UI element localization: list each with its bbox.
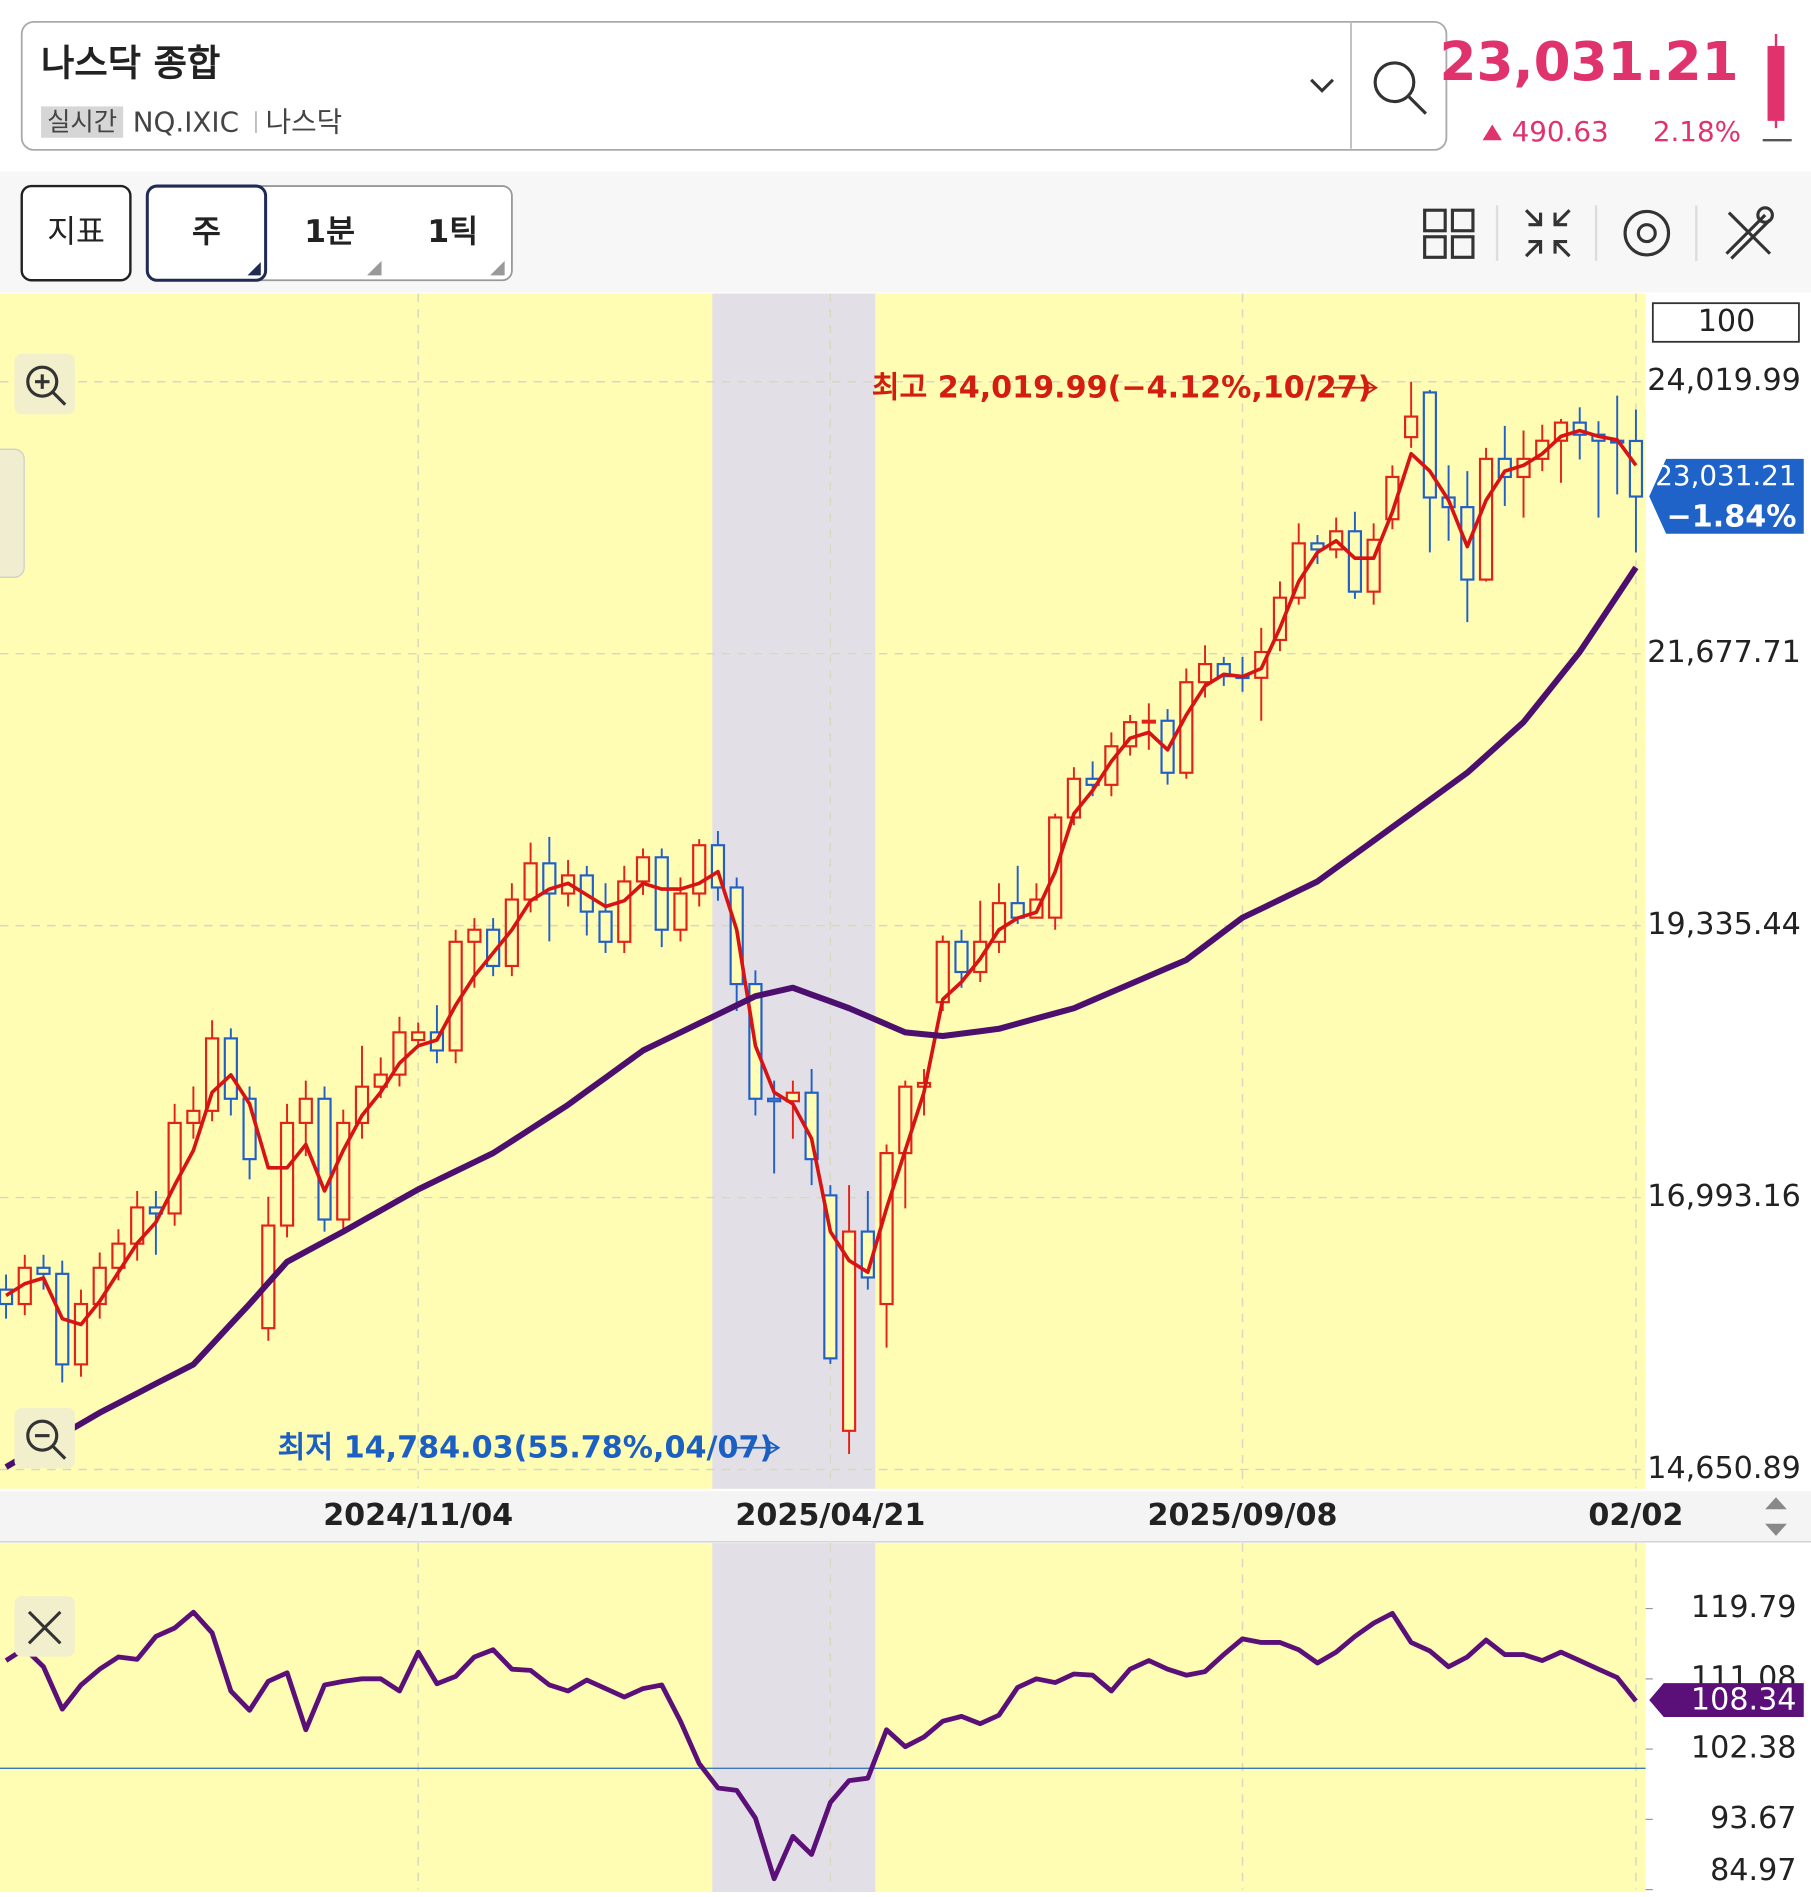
annotation-arrow <box>734 1440 781 1455</box>
candle-body <box>804 1091 819 1161</box>
period-button[interactable]: 1틱 <box>427 214 478 250</box>
stock-code: NQ.IXIC <box>133 105 239 138</box>
candle-body <box>392 1031 407 1076</box>
candle-body <box>841 1230 857 1432</box>
close-indicator[interactable] <box>14 1596 75 1657</box>
price-change: 490.63 <box>1512 115 1609 148</box>
plot: 14,650.89 16,993.16 19,335.44 21,677.71 24,0… <box>0 293 1801 1891</box>
candle-body <box>635 856 651 883</box>
candle-body <box>279 1121 295 1227</box>
candle-body <box>186 1109 201 1125</box>
candle-body <box>654 856 669 931</box>
candle-body <box>767 1097 782 1103</box>
zoom-out[interactable] <box>14 1407 75 1469</box>
candle-body <box>1403 415 1419 439</box>
y-tick-label: 102.38 <box>1691 1731 1797 1766</box>
candle-body <box>542 862 557 895</box>
indicator-line <box>4 1609 1638 1882</box>
settings-icon[interactable] <box>1623 209 1671 257</box>
period-button-selected[interactable] <box>145 184 268 282</box>
candle-body <box>1628 439 1644 498</box>
y-tick-label: 93.67 <box>1710 1801 1796 1836</box>
y-tick-label: 16,993.16 <box>1647 1179 1801 1214</box>
candle-body <box>785 1091 801 1103</box>
y-tick-label: 84.97 <box>1710 1853 1796 1888</box>
candle-body <box>1179 681 1194 774</box>
candle-body <box>411 1031 426 1042</box>
candle-body <box>167 1121 182 1215</box>
indicator-badge <box>1649 1683 1804 1717</box>
candle-body <box>36 1266 51 1275</box>
stock-title: 나스닥 종합 <box>41 41 220 84</box>
badge-bg <box>41 106 124 138</box>
button-label: 지표 <box>47 214 105 250</box>
candle-body <box>1422 391 1437 499</box>
high-annotation: 최고 24,019.99(−4.12%,10/27) <box>872 370 1372 405</box>
dropdown-arrow[interactable] <box>1310 78 1335 93</box>
candle-body <box>73 1302 89 1366</box>
candle-body <box>317 1097 332 1221</box>
candle-body <box>673 892 688 931</box>
y-tick-label: 19,335.44 <box>1647 907 1801 942</box>
y-tick-label: 14,650.89 <box>1647 1451 1801 1486</box>
scale-badge: 100 <box>1698 304 1756 339</box>
search-box[interactable] <box>20 20 1448 151</box>
moving-average <box>4 565 1639 1470</box>
indicator-value: 108.34 <box>1691 1682 1797 1717</box>
candle-body <box>504 898 519 968</box>
x-tick-label: 2025/04/21 <box>735 1498 925 1533</box>
search-button[interactable] <box>1373 61 1427 115</box>
date-axis-bg <box>0 1491 1811 1542</box>
up-arrow <box>1482 124 1502 141</box>
candle-body <box>467 928 482 943</box>
button-label: 주 <box>192 214 221 250</box>
y-tick-label: 21,677.71 <box>1647 635 1801 670</box>
candle-body <box>336 1121 351 1221</box>
candle-body <box>1141 719 1156 724</box>
y-tick-label: 24,019.99 <box>1647 363 1801 398</box>
candle-body <box>1347 530 1363 593</box>
candle-body <box>1197 663 1213 684</box>
candle-body <box>204 1037 220 1112</box>
low-annotation: 최저 14,784.03(55.78%,04/07) <box>278 1430 774 1465</box>
change-percent: 2.18% <box>1653 115 1741 148</box>
candle-body <box>598 910 613 943</box>
collapse-icon[interactable] <box>1524 209 1571 258</box>
x-tick-label: 02/02 <box>1588 1498 1683 1533</box>
highlight-band <box>712 1543 876 1893</box>
market-name: 나스닥 <box>266 105 343 138</box>
mini-candle <box>1762 33 1792 142</box>
annotation-arrow <box>1332 380 1379 395</box>
candle-body <box>1272 596 1288 642</box>
candle-body <box>1478 457 1494 581</box>
candle-body <box>823 1194 838 1360</box>
realtime-badge: 실시간 <box>47 106 117 136</box>
candle-body <box>223 1037 238 1100</box>
candle-body <box>298 1097 313 1125</box>
candle-body <box>898 1085 913 1155</box>
candle-body <box>523 862 538 901</box>
current-price: 23,031.21 <box>1440 31 1739 93</box>
last-price: 23,031.21 <box>1655 459 1796 492</box>
x-tick-label: 2025/09/08 <box>1148 1498 1338 1533</box>
side-handle[interactable] <box>0 448 25 578</box>
tools-icon[interactable] <box>1725 206 1774 260</box>
indicator-button[interactable] <box>20 184 132 282</box>
scale-badge-box <box>1651 302 1800 343</box>
scroll-arrows[interactable] <box>1765 1497 1787 1536</box>
x-tick-label: 2024/11/04 <box>323 1498 513 1533</box>
candle-body <box>617 880 632 943</box>
layout-icon[interactable] <box>1423 208 1475 259</box>
candle-body <box>1310 542 1325 551</box>
moving-average <box>5 428 1638 1327</box>
candle-body <box>954 940 969 974</box>
candle-body <box>111 1242 126 1269</box>
last-change: −1.84% <box>1667 500 1797 535</box>
period-button[interactable]: 1분 <box>304 214 355 250</box>
y-tick-label: 119.79 <box>1691 1590 1797 1625</box>
last-price-badge <box>1649 458 1804 534</box>
zoom-in[interactable] <box>14 353 75 415</box>
